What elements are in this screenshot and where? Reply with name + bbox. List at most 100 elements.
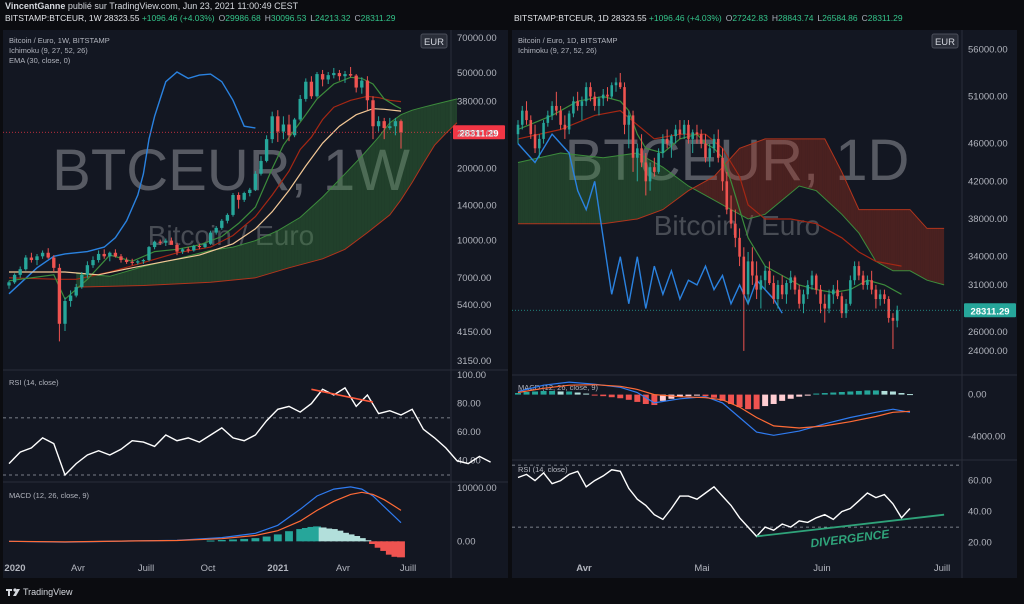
ichimoku-cloud — [151, 263, 155, 286]
candle-body — [7, 282, 11, 286]
ichimoku-cloud — [613, 156, 616, 223]
ichimoku-cloud — [252, 240, 256, 278]
macd-histogram-bar — [719, 394, 726, 401]
ichimoku-cloud — [878, 209, 881, 264]
candle-body — [648, 167, 652, 182]
rsi-axis-tick: 40.00 — [457, 456, 481, 467]
ichimoku-cloud — [901, 209, 904, 271]
candle-body — [24, 257, 28, 270]
ichimoku-cloud — [854, 200, 857, 231]
macd-histogram-bar — [787, 394, 794, 399]
ichimoku-cloud — [705, 180, 708, 197]
candle-body — [751, 261, 754, 276]
last-price-label: 28311.29 — [970, 306, 1009, 317]
ichimoku-cloud — [443, 101, 446, 137]
ichimoku-cloud — [607, 156, 610, 224]
chart-panel-daily[interactable]: BTCEUR, 1D Bitcoin / Euro 28311.29 EUR 56000… — [512, 30, 1017, 578]
macd-histogram-bar — [532, 391, 539, 395]
footer-brand[interactable]: TradingView — [23, 587, 73, 597]
ichimoku-cloud — [603, 157, 606, 224]
candle-body — [63, 301, 67, 324]
ichimoku-cloud — [850, 190, 853, 227]
candle-body — [40, 252, 45, 257]
ichimoku-cloud — [669, 171, 672, 205]
author-name[interactable]: VincentGanne — [5, 1, 66, 11]
ichimoku-cloud — [701, 182, 704, 195]
time-axis-label: Avr — [336, 563, 350, 574]
ichimoku-cloud — [528, 159, 531, 224]
candle-body — [593, 96, 596, 106]
ichimoku-cloud — [939, 228, 942, 285]
ichimoku-cloud — [818, 138, 821, 195]
ichimoku-cloud — [886, 209, 889, 269]
ichimoku-cloud — [545, 155, 548, 224]
macd-signal-line — [517, 384, 911, 429]
candle-body — [870, 280, 873, 290]
time-axis-label: Juill — [138, 563, 154, 574]
macd-axis-tick: 10000.00 — [457, 483, 497, 494]
chart-daily-svg[interactable]: BTCEUR, 1D Bitcoin / Euro 28311.29 EUR 56000… — [512, 30, 1017, 578]
time-axis-label: Juin — [813, 563, 830, 574]
ichimoku-cloud — [567, 153, 570, 224]
ichimoku-cloud — [609, 156, 612, 223]
ichimoku-cloud — [809, 138, 812, 190]
last-price: 28323.55 — [608, 13, 649, 23]
ichimoku-cloud — [272, 231, 275, 273]
price-axis-tick: 56000.00 — [968, 44, 1008, 55]
ichimoku-cloud — [801, 138, 804, 188]
macd-histogram-bar — [374, 541, 383, 548]
ichimoku-cloud — [342, 173, 345, 251]
watermark-description: Bitcoin / Euro — [654, 210, 821, 241]
candle-body — [516, 124, 520, 135]
ichimoku-cloud — [398, 114, 401, 204]
ichimoku-cloud — [652, 161, 655, 214]
ichimoku-cloud — [760, 139, 763, 216]
ichimoku-cloud — [550, 154, 553, 224]
ichimoku-cloud — [799, 138, 802, 187]
ichimoku-cloud — [530, 159, 533, 224]
candle-body — [699, 134, 703, 144]
candle-body — [555, 105, 558, 111]
candle-body — [399, 121, 403, 133]
candle-body — [164, 240, 168, 243]
ichimoku-cloud — [381, 129, 385, 222]
ichimoku-cloud — [684, 182, 687, 194]
price-axis-tick: 20000.00 — [457, 163, 497, 174]
ichimoku-cloud — [451, 99, 455, 128]
candle-body — [895, 310, 899, 321]
price-axis-tick: 3150.00 — [457, 356, 491, 367]
macd-histogram-bar — [855, 390, 862, 395]
candle-body — [580, 101, 584, 106]
ichimoku-cloud — [942, 228, 945, 285]
macd-axis-tick: -4000.00 — [968, 431, 1006, 442]
ichimoku-cloud — [233, 246, 236, 280]
ichimoku-cloud — [160, 261, 163, 285]
ichimoku-cloud — [126, 270, 130, 286]
ichimoku-cloud — [308, 206, 312, 263]
ichimoku-cloud — [893, 209, 896, 271]
macd-histogram-bar — [608, 394, 615, 398]
macd-histogram-bar — [591, 394, 598, 396]
ichimoku-cloud — [535, 158, 538, 224]
legend-line: Ichimoku (9, 27, 52, 26) — [9, 46, 88, 55]
chart-panel-weekly[interactable]: BTCEUR, 1W Bitcoin / Euro 28311.29 EUR 70000… — [3, 30, 508, 578]
divergence-label: DIVERGENCE — [810, 527, 891, 551]
candle-body — [657, 153, 660, 172]
ichimoku-cloud — [132, 268, 135, 286]
ichimoku-cloud — [588, 156, 591, 224]
ichimoku-cloud — [537, 157, 540, 224]
ichimoku-cloud — [221, 248, 225, 282]
ichimoku-cloud — [406, 111, 410, 191]
ohlc-key-o: O — [725, 13, 733, 23]
candle-body — [687, 124, 690, 139]
ichimoku-cloud — [207, 250, 211, 283]
last-price-badge — [964, 303, 1016, 318]
macd-histogram-bar — [357, 538, 366, 542]
candle-body — [74, 287, 78, 296]
ichimoku-cloud — [895, 209, 898, 271]
ichimoku-cloud — [773, 138, 776, 208]
ichimoku-cloud — [573, 154, 576, 224]
time-axis-label: Juill — [400, 563, 416, 574]
ichimoku-cloud — [637, 153, 640, 219]
